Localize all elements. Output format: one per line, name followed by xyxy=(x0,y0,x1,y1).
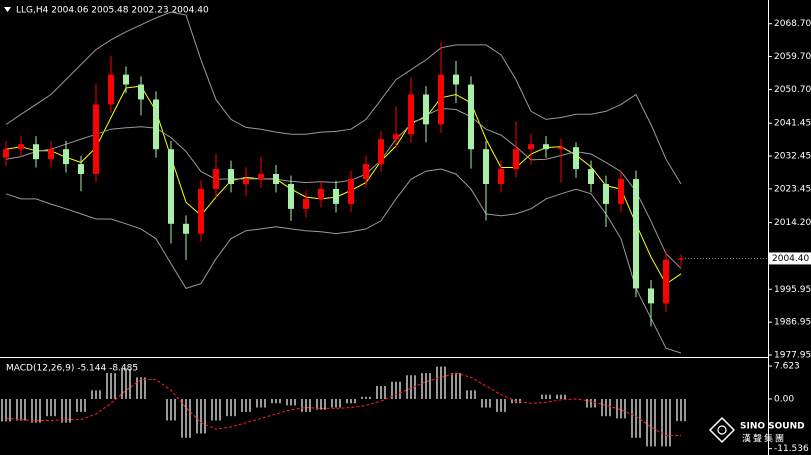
signal-line xyxy=(5,372,682,437)
candle-body xyxy=(573,147,579,170)
menu-triangle[interactable] xyxy=(4,7,11,12)
candle-body xyxy=(588,169,594,185)
watermark: SINO SOUND 漢聲集團 xyxy=(708,416,805,445)
logo-diamond xyxy=(708,416,736,444)
candle-body xyxy=(303,198,309,209)
last-price-label: 2004.40 xyxy=(772,254,809,264)
candle-body xyxy=(18,144,24,150)
candle-body xyxy=(378,139,384,165)
candle-body xyxy=(663,259,669,304)
candle-body xyxy=(558,147,564,150)
candle-body xyxy=(318,188,324,199)
candle-body xyxy=(228,169,234,185)
candle-body xyxy=(333,188,339,204)
candle-body xyxy=(648,288,654,304)
candle-body xyxy=(363,164,369,180)
indicator-line xyxy=(5,11,682,185)
macd-title: MACD(12,26,9) -5.144 -8.485 xyxy=(6,364,138,374)
candle-body xyxy=(273,174,279,185)
brand-name: SINO SOUND xyxy=(740,422,805,432)
candle-body xyxy=(153,99,159,150)
y-tick-label: 7.623 xyxy=(774,362,800,372)
candle-body xyxy=(123,74,129,85)
y-tick-label: 0.00 xyxy=(774,394,794,404)
y-tick-label: 2068.70 xyxy=(774,19,811,29)
candle-body xyxy=(468,84,474,150)
candle-body xyxy=(93,104,99,175)
candle-body xyxy=(603,184,609,204)
indicator-line xyxy=(5,85,682,285)
brand-chinese: 漢聲集團 xyxy=(742,433,786,445)
candle-body xyxy=(78,164,84,175)
candle-body xyxy=(183,223,189,234)
y-tick-label: 2059.70 xyxy=(774,52,811,62)
y-tick-label: 2032.45 xyxy=(774,152,811,162)
candle-body xyxy=(348,179,354,204)
candle-body xyxy=(63,149,69,165)
candle-body xyxy=(108,74,114,105)
candle-body xyxy=(423,94,429,125)
y-tick-label: 2014.20 xyxy=(774,218,811,228)
candle-body xyxy=(633,179,639,289)
candle-body xyxy=(528,144,534,150)
candle-body xyxy=(483,149,489,185)
candle-body xyxy=(258,174,264,180)
candle-body xyxy=(498,169,504,185)
candle-body xyxy=(618,179,624,204)
indicator-line xyxy=(5,107,682,269)
candle-body xyxy=(48,149,54,160)
candle-body xyxy=(33,144,39,160)
chart-title: LLG,H4 2004.06 2005.48 2002.23 2004.40 xyxy=(16,6,209,16)
candle-body xyxy=(243,179,249,185)
candle-body xyxy=(138,84,144,100)
last-price-box xyxy=(769,252,811,265)
y-tick-label: 2041.45 xyxy=(774,119,811,129)
y-tick-label: 2050.70 xyxy=(774,85,811,95)
y-tick-label: 1995.95 xyxy=(774,285,811,295)
candle-body xyxy=(288,184,294,209)
candle-body xyxy=(408,94,414,135)
candle-body xyxy=(543,144,549,150)
candle-body xyxy=(168,149,174,224)
logo-mark xyxy=(717,425,727,435)
y-tick-label: 1986.95 xyxy=(774,318,811,328)
indicator-line xyxy=(5,168,682,354)
candle-body xyxy=(213,169,219,189)
candle-body xyxy=(393,134,399,140)
candle-body xyxy=(513,149,519,170)
candle-body xyxy=(453,74,459,85)
y-tick-label: -11.536 xyxy=(774,444,809,454)
y-tick-label: 1977.95 xyxy=(774,350,811,360)
y-tick-label: 2023.45 xyxy=(774,184,811,194)
candle-body xyxy=(198,188,204,234)
candle-body xyxy=(438,74,444,125)
candle-body xyxy=(678,258,684,260)
candle-body xyxy=(3,149,9,158)
